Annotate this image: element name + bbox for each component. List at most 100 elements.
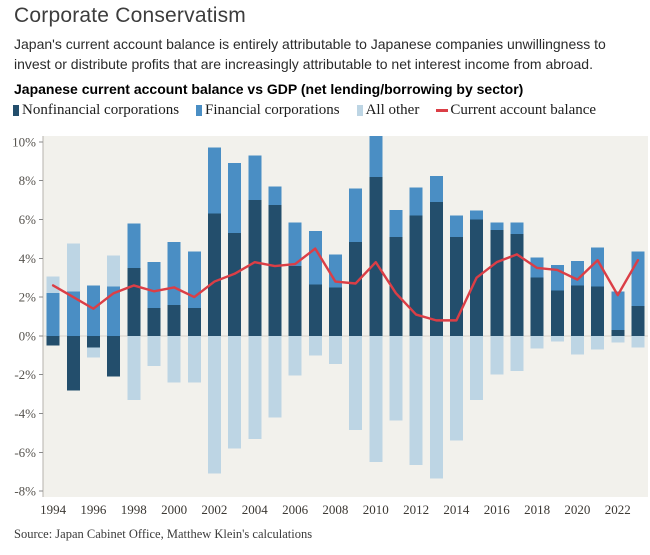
bar-segment-2000-financial-corporations	[167, 241, 181, 305]
current-account-balance-line	[51, 247, 640, 322]
subtitle: Japan's current account balance is entir…	[14, 34, 636, 74]
y-tick-label: -8%	[14, 484, 36, 499]
bar-segment-2008-nonfinancial-corporations	[328, 287, 342, 336]
bar-segment-2021-nonfinancial-corporations	[591, 286, 605, 336]
source-note: Source: Japan Cabinet Office, Matthew Kl…	[14, 527, 313, 541]
chart-area: 10% 8% 6% 4% 2% 0% -2% -4% -6% -8% 1994 1996 1998 200…	[0, 130, 650, 525]
bar-segment-1997-all-other	[107, 255, 121, 287]
legend-label: All other	[365, 102, 420, 118]
bar-segment-2022-all-other	[611, 335, 625, 343]
y-tick-label: 4%	[19, 251, 37, 266]
bar-segment-2002-nonfinancial-corporations	[207, 213, 221, 336]
bar-segment-2005-financial-corporations	[268, 186, 282, 205]
bar-segment-2006-nonfinancial-corporations	[288, 266, 302, 336]
bar-segment-2006-all-other	[288, 335, 302, 376]
y-tick-label: -6%	[14, 445, 36, 460]
bar-segment-2010-nonfinancial-corporations	[369, 176, 383, 336]
legend-item-financial-corporations: Financial corporations	[196, 102, 340, 119]
bar-segment-2022-nonfinancial-corporations	[611, 330, 625, 336]
bar-segment-2008-all-other	[328, 335, 342, 365]
subtitle-line-2: invest or distribute profits that are in…	[14, 56, 593, 72]
bar-segment-2007-all-other	[308, 335, 322, 356]
bar-segment-2015-financial-corporations	[470, 210, 484, 220]
legend-swatch-icon	[356, 105, 363, 116]
bar-segment-2002-all-other	[207, 335, 221, 474]
x-tick-label: 2014	[443, 502, 470, 517]
bar-segment-2005-nonfinancial-corporations	[268, 204, 282, 336]
bar-segment-1997-financial-corporations	[107, 286, 121, 336]
legend-dash-icon	[436, 109, 449, 112]
bar-segment-1994-financial-corporations	[46, 293, 60, 336]
x-tick-label: 2000	[161, 502, 187, 517]
bar-segment-2014-all-other	[449, 335, 463, 441]
y-tick-label: 8%	[19, 173, 37, 188]
bar-segment-1999-nonfinancial-corporations	[147, 307, 161, 336]
legend-label: Current account balance	[450, 102, 597, 118]
bar-segment-2011-nonfinancial-corporations	[389, 236, 403, 336]
y-tick-label: 6%	[19, 212, 37, 227]
bar-segment-1999-all-other	[147, 335, 161, 366]
bar-segment-2021-financial-corporations	[591, 247, 605, 287]
x-tick-label: 2004	[242, 502, 269, 517]
bar-segment-2020-nonfinancial-corporations	[570, 285, 584, 336]
bar-segment-2016-nonfinancial-corporations	[490, 230, 504, 336]
legend-item-nonfinancial-corporations: Nonfinancial corporations	[13, 102, 179, 119]
legend-label: Nonfinancial corporations	[22, 102, 180, 118]
bar-segment-1995-all-other	[66, 243, 80, 292]
bar-segment-2017-all-other	[510, 335, 524, 371]
x-tick-label: 2016	[484, 502, 511, 517]
bar-segment-2010-financial-corporations	[369, 136, 383, 177]
bar-segment-2022-financial-corporations	[611, 291, 625, 331]
bar-segment-2017-nonfinancial-corporations	[510, 234, 524, 336]
bar-segment-2001-all-other	[187, 335, 201, 383]
bar-segment-2009-financial-corporations	[349, 188, 363, 242]
plot-background	[43, 136, 648, 497]
bar-segment-2012-nonfinancial-corporations	[409, 215, 423, 336]
bar-segment-2007-nonfinancial-corporations	[308, 284, 322, 336]
bar-segment-2000-all-other	[167, 335, 181, 383]
x-tick-label: 1994	[40, 502, 67, 517]
x-tick-label: 2012	[403, 502, 429, 517]
bar-segment-2004-all-other	[248, 335, 262, 439]
bar-segment-1998-financial-corporations	[127, 223, 141, 268]
bar-segment-2013-nonfinancial-corporations	[429, 201, 443, 336]
x-tick-label: 1996	[80, 502, 107, 517]
bar-segment-1995-financial-corporations	[66, 291, 80, 336]
bar-segment-2012-all-other	[409, 335, 423, 465]
bar-segment-2023-nonfinancial-corporations	[631, 305, 645, 336]
bar-segment-2005-all-other	[268, 335, 282, 418]
legend-swatch-icon	[13, 105, 19, 116]
bar-segment-1994-nonfinancial-corporations	[46, 335, 60, 346]
bar-segment-2009-all-other	[349, 335, 363, 431]
page-title: Corporate Conservatism	[14, 4, 246, 27]
y-tick-label: 0%	[19, 328, 37, 343]
bar-segment-2016-all-other	[490, 335, 504, 375]
bar-segment-1996-all-other	[86, 347, 100, 358]
bar-segment-2017-financial-corporations	[510, 222, 524, 235]
bar-segment-2018-nonfinancial-corporations	[530, 277, 544, 336]
bar-segment-2021-all-other	[591, 335, 605, 350]
x-tick-label: 2022	[605, 502, 631, 517]
bar-segment-2013-all-other	[429, 335, 443, 479]
bar-segment-2009-nonfinancial-corporations	[349, 241, 363, 336]
bar-segment-1996-financial-corporations	[86, 285, 100, 336]
bar-segment-2011-financial-corporations	[389, 209, 403, 237]
bar-segment-2003-financial-corporations	[228, 163, 242, 234]
bar-segment-2007-financial-corporations	[308, 231, 322, 285]
bar-segment-2018-all-other	[530, 335, 544, 349]
bar-segment-1999-financial-corporations	[147, 262, 161, 308]
x-tick-label: 2010	[363, 502, 389, 517]
bar-segment-2020-financial-corporations	[570, 261, 584, 286]
bar-segment-2010-all-other	[369, 335, 383, 463]
bar-segment-2001-nonfinancial-corporations	[187, 307, 201, 336]
bar-segment-2020-all-other	[570, 335, 584, 355]
x-tick-label: 1998	[121, 502, 147, 517]
bar-segment-2008-financial-corporations	[328, 254, 342, 288]
legend-item-all-other: All other	[356, 102, 420, 119]
x-tick-label: 2018	[524, 502, 550, 517]
legend-swatch-icon	[196, 105, 203, 116]
bar-segment-2013-financial-corporations	[429, 175, 443, 202]
x-tick-label: 2020	[564, 502, 590, 517]
bar-segment-2004-financial-corporations	[248, 155, 262, 201]
bar-segment-2015-all-other	[470, 335, 484, 400]
